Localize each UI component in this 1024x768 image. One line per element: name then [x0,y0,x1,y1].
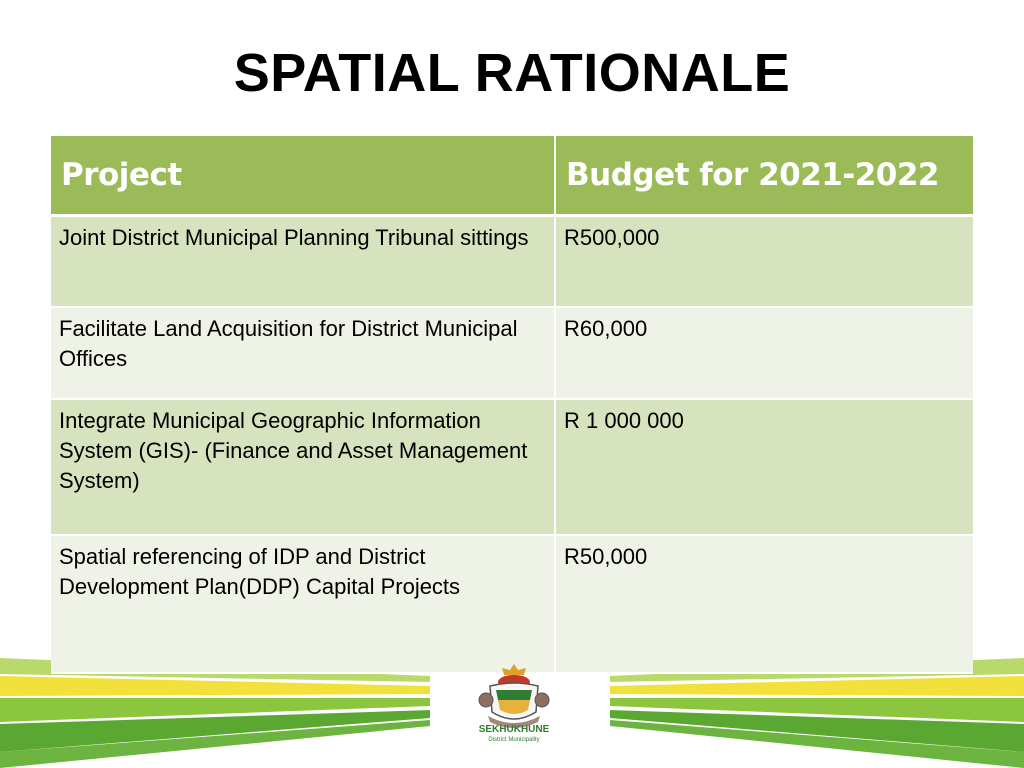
header-budget: Budget for 2021-2022 [555,136,973,217]
cell-project: Facilitate Land Acquisition for District… [51,307,556,400]
header-project: Project [51,136,556,217]
table-row: Joint District Municipal Planning Tribun… [51,215,973,308]
slide-title: SPATIAL RATIONALE [233,43,791,103]
table-row: Facilitate Land Acquisition for District… [51,307,973,400]
table-row: Integrate Municipal Geographic Informati… [51,399,973,536]
logo-wordmark: SEKHUKHUNE District Municipality [466,724,562,746]
budget-table: Project Budget for 2021-2022 Joint Distr… [51,136,973,674]
table-header-row: Project Budget for 2021-2022 [51,136,973,217]
table-row: Spatial referencing of IDP and District … [51,535,973,674]
cell-project: Joint District Municipal Planning Tribun… [51,215,556,308]
cell-project: Spatial referencing of IDP and District … [51,535,556,674]
cell-budget: R 1 000 000 [555,399,973,536]
logo-subtitle: District Municipality [488,737,540,743]
cell-budget: R50,000 [555,535,973,674]
footer-stripes [0,658,1024,768]
logo-name: SEKHUKHUNE [478,724,550,735]
cell-project: Integrate Municipal Geographic Informati… [51,399,556,536]
cell-budget: R60,000 [555,307,973,400]
cell-budget: R500,000 [555,215,973,308]
municipality-crest-icon [478,664,550,728]
